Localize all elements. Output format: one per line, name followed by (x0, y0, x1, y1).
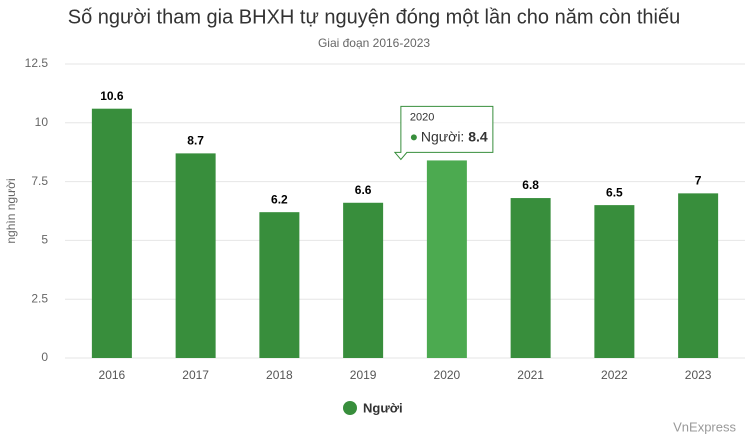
chart-subtitle: Giai đoạn 2016-2023 (318, 36, 430, 50)
y-tick-label: 5 (41, 233, 48, 247)
y-tick-label: 2.5 (31, 291, 48, 305)
bar (259, 212, 300, 358)
y-axis-label: nghìn người (4, 178, 18, 243)
tooltip-label: Người: (421, 128, 464, 144)
bar (91, 108, 132, 358)
x-tick-label: 2017 (182, 368, 209, 382)
chart-title: Số người tham gia BHXH tự nguyện đóng mộ… (68, 6, 680, 28)
tooltip-value: 8.4 (468, 128, 488, 144)
x-tick-label: 2020 (434, 368, 461, 382)
x-tick-label: 2016 (99, 368, 126, 382)
y-tick-label: 10 (35, 115, 49, 129)
bar (175, 153, 216, 358)
bar (594, 205, 635, 358)
data-label: 6.6 (355, 183, 372, 197)
legend-marker (343, 401, 357, 415)
data-label: 8.7 (187, 134, 204, 148)
data-label: 7 (695, 174, 702, 188)
y-tick-label: 7.5 (31, 174, 48, 188)
bar (678, 193, 719, 358)
data-label: 6.5 (606, 185, 623, 199)
x-tick-label: 2018 (266, 368, 293, 382)
credit: VnExpress (673, 419, 736, 434)
x-tick-label: 2022 (601, 368, 628, 382)
data-label: 6.2 (271, 192, 288, 206)
x-tick-label: 2023 (685, 368, 712, 382)
bar (426, 160, 467, 358)
y-tick-label: 12.5 (25, 56, 49, 70)
legend-label: Người (363, 400, 403, 415)
tooltip-box (393, 105, 494, 161)
x-tick-label: 2019 (350, 368, 377, 382)
data-label: 10.6 (100, 89, 124, 103)
data-label: 6.8 (522, 178, 539, 192)
x-tick-label: 2021 (517, 368, 544, 382)
tooltip-header: 2020 (410, 111, 434, 123)
bar (510, 198, 551, 358)
bar (343, 202, 384, 358)
tooltip-text: Người: 8.4 (421, 128, 488, 144)
y-tick-label: 0 (41, 350, 48, 364)
tooltip-marker (410, 134, 417, 141)
